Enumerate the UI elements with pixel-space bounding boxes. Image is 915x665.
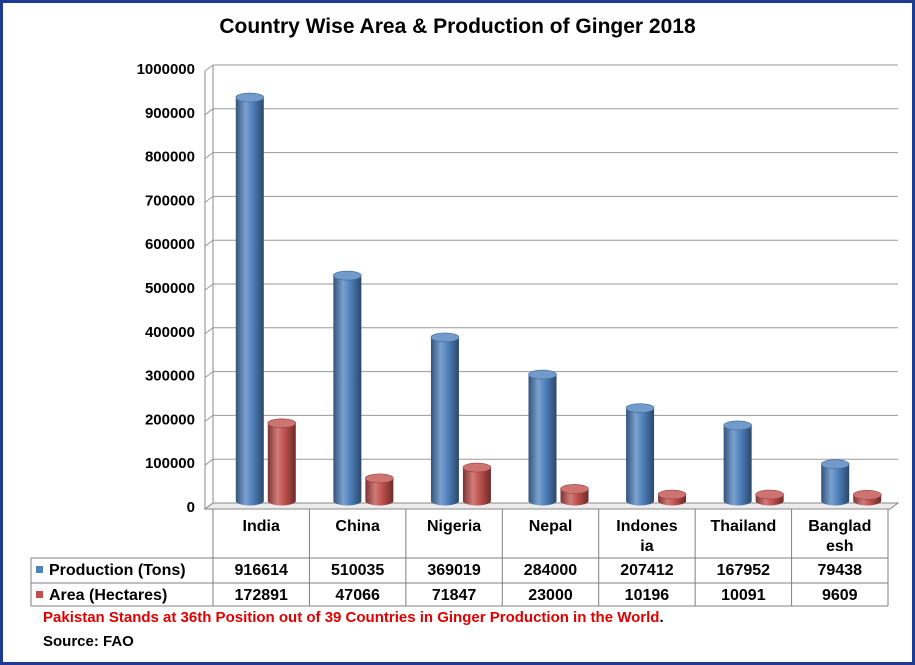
x-category-label: Nigeria: [427, 518, 481, 535]
data-table-value: 207412: [620, 562, 673, 579]
data-table-value: 510035: [331, 562, 384, 579]
y-tick-label: 0: [187, 499, 195, 516]
legend-swatch: [36, 591, 43, 598]
bar-top: [235, 92, 265, 103]
data-table-value: 71847: [432, 587, 477, 604]
bar-top: [820, 459, 850, 470]
x-category-label: India: [243, 518, 280, 535]
bar-nepal-production: [528, 374, 557, 506]
bar-top: [365, 473, 394, 484]
bar-top: [267, 418, 297, 429]
data-table-value: 10091: [721, 587, 766, 604]
bar-nigeria-production: [430, 337, 459, 506]
y-tick-label: 900000: [145, 105, 195, 122]
x-category-label: Nepal: [529, 518, 573, 535]
legend-label: Production (Tons): [49, 562, 186, 579]
bar-india-area: [267, 423, 296, 506]
bar-top: [852, 489, 882, 500]
legend-swatch: [36, 566, 43, 573]
bar-top: [528, 369, 557, 380]
ginger-chart: 0 100000 200000 300000 400000 500000 600000 700…: [30, 61, 900, 607]
footnote: Pakistan Stands at 36th Position out of …: [43, 609, 664, 626]
x-category-label: ia: [640, 538, 653, 555]
data-table-value: 47066: [335, 587, 380, 604]
y-tick-label: 600000: [145, 236, 195, 253]
data-table-value: 79438: [818, 562, 863, 579]
data-table-value: 916614: [235, 562, 288, 579]
x-category-label: China: [335, 518, 380, 535]
bar-china-production: [333, 275, 362, 506]
data-table-value: 23000: [528, 587, 573, 604]
gridline-depth: [204, 239, 214, 247]
x-category-label: Thailand: [710, 518, 776, 535]
source-note: Source: FAO: [43, 633, 134, 650]
bar-indonesia-production: [626, 408, 655, 506]
legend-label: Area (Hectares): [49, 587, 167, 604]
x-category-label: Indones: [616, 518, 677, 535]
bar-nigeria-area: [462, 467, 491, 506]
y-tick-label: 100000: [145, 455, 195, 472]
data-table-value: 284000: [524, 562, 577, 579]
bar-top: [333, 270, 362, 281]
gridline-depth: [204, 371, 214, 379]
bar-top: [755, 489, 784, 500]
x-category-label: esh: [826, 538, 854, 555]
bar-top: [625, 403, 655, 413]
bar-bangladesh-production: [821, 464, 850, 506]
y-tick-label: 200000: [145, 411, 195, 428]
x-category-label: Banglad: [808, 518, 871, 535]
data-table-value: 9609: [822, 587, 858, 604]
bar-thailand-production: [723, 425, 752, 506]
y-tick-label: 700000: [145, 192, 195, 209]
y-tick-label: 400000: [145, 324, 195, 341]
gridline-depth: [204, 195, 214, 203]
gridline-depth: [204, 414, 214, 422]
y-tick-label: 800000: [145, 149, 195, 166]
gridline-depth: [204, 108, 214, 116]
gridline-depth: [204, 64, 214, 72]
bar-top: [462, 462, 492, 473]
chart-title: Country Wise Area & Production of Ginger…: [219, 15, 696, 38]
y-tick-label: 500000: [145, 280, 195, 297]
bar-top: [430, 332, 460, 343]
footnote-text: Pakistan Stands at 36th Position out of …: [43, 609, 660, 626]
data-table-value: 167952: [717, 562, 770, 579]
bar-india-production: [235, 97, 264, 506]
bar-top: [657, 489, 687, 500]
gridline-depth: [204, 327, 214, 335]
bar-china-area: [365, 478, 394, 506]
data-table-value: 369019: [427, 562, 480, 579]
y-tick-label: 1000000: [137, 61, 195, 78]
bar-top: [723, 420, 752, 431]
data-table-value: 10196: [625, 587, 670, 604]
y-tick-label: 300000: [145, 368, 195, 385]
gridline-depth: [204, 283, 214, 291]
footnote-end: .: [659, 609, 664, 626]
gridline-depth: [204, 152, 214, 160]
gridline-depth: [204, 458, 214, 466]
bar-top: [560, 484, 589, 494]
data-table-value: 172891: [235, 587, 288, 604]
